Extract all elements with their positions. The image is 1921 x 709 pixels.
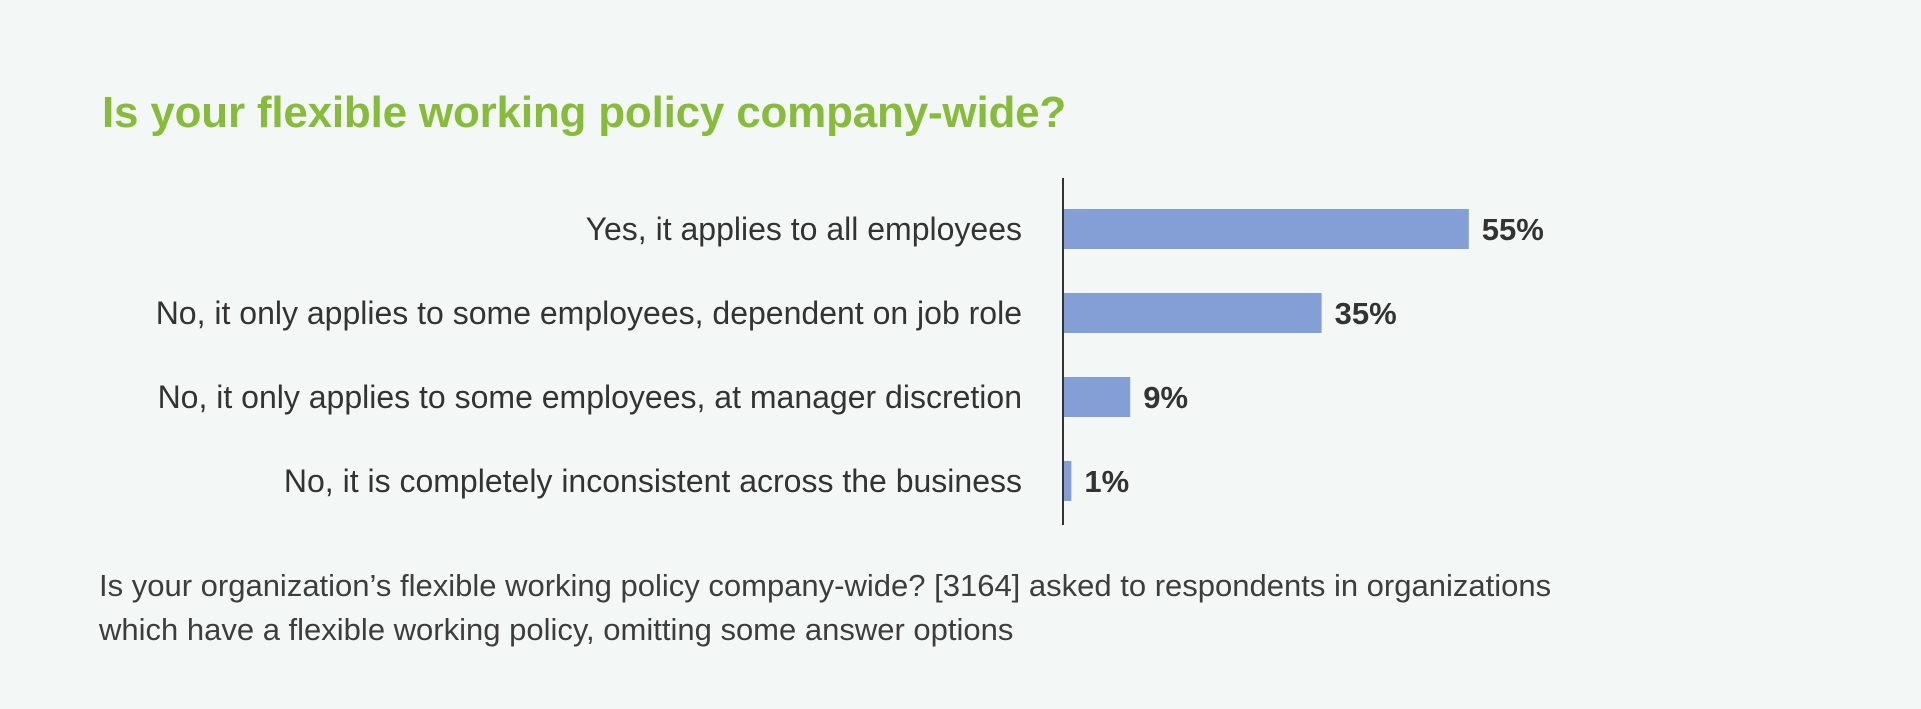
bar: [1064, 461, 1072, 501]
category-label: Yes, it applies to all employees: [586, 211, 1022, 247]
chart-title: Is your flexible working policy company-…: [102, 88, 1067, 137]
category-label: No, it only applies to some employees, d…: [156, 295, 1022, 331]
category-label: No, it only applies to some employees, a…: [158, 379, 1022, 415]
value-label: 55%: [1482, 212, 1544, 247]
bar: [1064, 377, 1131, 417]
value-label: 1%: [1084, 464, 1129, 499]
bar: [1064, 293, 1322, 333]
value-label: 9%: [1143, 380, 1188, 415]
chart-footnote: Is your organization’s flexible working …: [99, 568, 1552, 647]
category-label: No, it is completely inconsistent across…: [284, 463, 1022, 499]
value-label: 35%: [1335, 296, 1397, 331]
bars-group: Yes, it applies to all employees 55% No, i…: [156, 209, 1544, 501]
bar: [1064, 209, 1469, 249]
